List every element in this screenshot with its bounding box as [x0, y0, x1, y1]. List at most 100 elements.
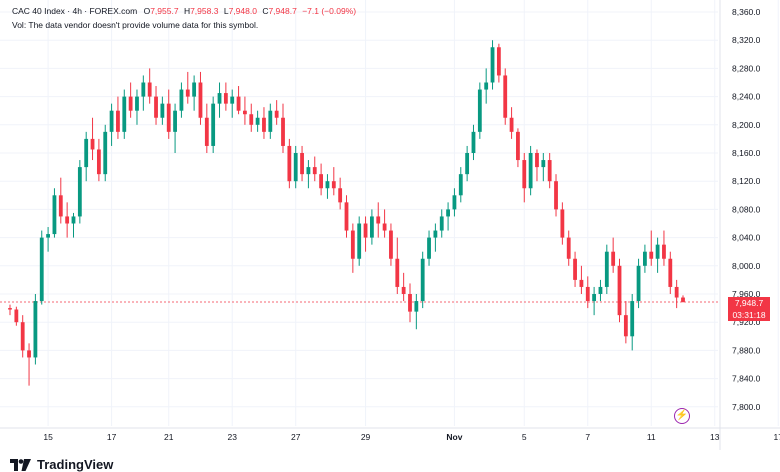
candle[interactable]	[306, 160, 311, 189]
candle[interactable]	[166, 89, 171, 139]
candle[interactable]	[243, 96, 247, 125]
candle[interactable]	[58, 177, 63, 224]
candle[interactable]	[446, 202, 450, 231]
candle[interactable]	[344, 195, 349, 238]
candle[interactable]	[325, 174, 330, 199]
candle[interactable]	[281, 103, 285, 153]
candle[interactable]	[274, 100, 279, 125]
candle[interactable]	[230, 89, 235, 118]
candle[interactable]	[566, 230, 571, 266]
candle[interactable]	[592, 286, 597, 316]
candle[interactable]	[439, 209, 444, 238]
candle[interactable]	[369, 209, 374, 245]
candle[interactable]	[33, 294, 38, 365]
candle[interactable]	[560, 202, 565, 245]
flash-icon[interactable]: ⚡	[674, 408, 690, 424]
candle[interactable]	[109, 103, 114, 146]
candle[interactable]	[604, 244, 609, 294]
candle[interactable]	[465, 145, 470, 182]
candle[interactable]	[192, 75, 197, 111]
candle[interactable]	[471, 124, 476, 161]
candle[interactable]	[427, 230, 431, 266]
candle[interactable]	[433, 223, 438, 252]
candle[interactable]	[128, 82, 133, 118]
candle[interactable]	[141, 75, 146, 111]
candle[interactable]	[528, 145, 533, 196]
candle[interactable]	[516, 128, 520, 168]
candle[interactable]	[363, 216, 368, 252]
candle[interactable]	[630, 294, 635, 351]
candle[interactable]	[27, 343, 31, 386]
candle[interactable]	[217, 82, 222, 118]
candle[interactable]	[204, 103, 209, 153]
candle[interactable]	[103, 124, 108, 182]
candle[interactable]	[300, 145, 304, 182]
candle[interactable]	[173, 103, 177, 153]
candle[interactable]	[674, 279, 679, 309]
candle[interactable]	[484, 68, 489, 104]
candle[interactable]	[452, 188, 457, 217]
candle[interactable]	[147, 68, 152, 104]
candle[interactable]	[116, 96, 120, 139]
candle[interactable]	[623, 301, 628, 344]
candle[interactable]	[598, 279, 603, 302]
candle[interactable]	[681, 295, 685, 303]
candle[interactable]	[579, 265, 584, 294]
candle[interactable]	[160, 96, 165, 125]
candle[interactable]	[20, 315, 25, 358]
candle[interactable]	[287, 138, 292, 189]
candle[interactable]	[414, 294, 419, 330]
candle[interactable]	[376, 202, 381, 238]
candle[interactable]	[655, 237, 660, 273]
candle[interactable]	[96, 138, 101, 182]
candle[interactable]	[46, 227, 50, 252]
candle[interactable]	[636, 258, 641, 309]
candle[interactable]	[122, 89, 127, 139]
candle[interactable]	[357, 216, 362, 266]
candle[interactable]	[268, 103, 273, 139]
candle[interactable]	[293, 145, 298, 189]
candle[interactable]	[401, 272, 406, 302]
candle[interactable]	[389, 223, 393, 266]
candle[interactable]	[312, 156, 317, 182]
candle[interactable]	[573, 251, 577, 287]
candle[interactable]	[490, 40, 495, 90]
candle[interactable]	[198, 71, 203, 125]
candle[interactable]	[77, 160, 82, 224]
candle[interactable]	[71, 212, 76, 238]
candle[interactable]	[395, 237, 400, 294]
candle[interactable]	[458, 167, 463, 203]
candle[interactable]	[662, 230, 666, 266]
candle[interactable]	[154, 86, 158, 125]
candle[interactable]	[135, 89, 139, 125]
candle[interactable]	[554, 174, 558, 217]
candle[interactable]	[52, 188, 57, 238]
candle[interactable]	[338, 177, 343, 210]
candle[interactable]	[408, 283, 412, 323]
tradingview-logo[interactable]: TradingView	[10, 457, 113, 472]
candle[interactable]	[496, 43, 501, 83]
candle[interactable]	[39, 230, 44, 305]
candle[interactable]	[8, 304, 12, 316]
candle[interactable]	[14, 306, 19, 326]
candle[interactable]	[350, 223, 355, 273]
candle[interactable]	[541, 153, 546, 182]
candle[interactable]	[179, 82, 184, 118]
candle[interactable]	[249, 103, 254, 132]
candle[interactable]	[668, 251, 673, 294]
candle[interactable]	[547, 153, 552, 189]
candle[interactable]	[65, 202, 70, 238]
candle[interactable]	[331, 167, 336, 196]
candle[interactable]	[585, 276, 590, 309]
candle[interactable]	[211, 96, 216, 153]
candle[interactable]	[90, 117, 95, 161]
candle[interactable]	[477, 82, 482, 139]
candle[interactable]	[643, 244, 647, 273]
candle[interactable]	[84, 131, 89, 182]
candle[interactable]	[185, 71, 190, 104]
candle[interactable]	[503, 68, 508, 125]
candle[interactable]	[535, 149, 539, 182]
candle[interactable]	[617, 258, 622, 323]
candle[interactable]	[223, 82, 228, 111]
